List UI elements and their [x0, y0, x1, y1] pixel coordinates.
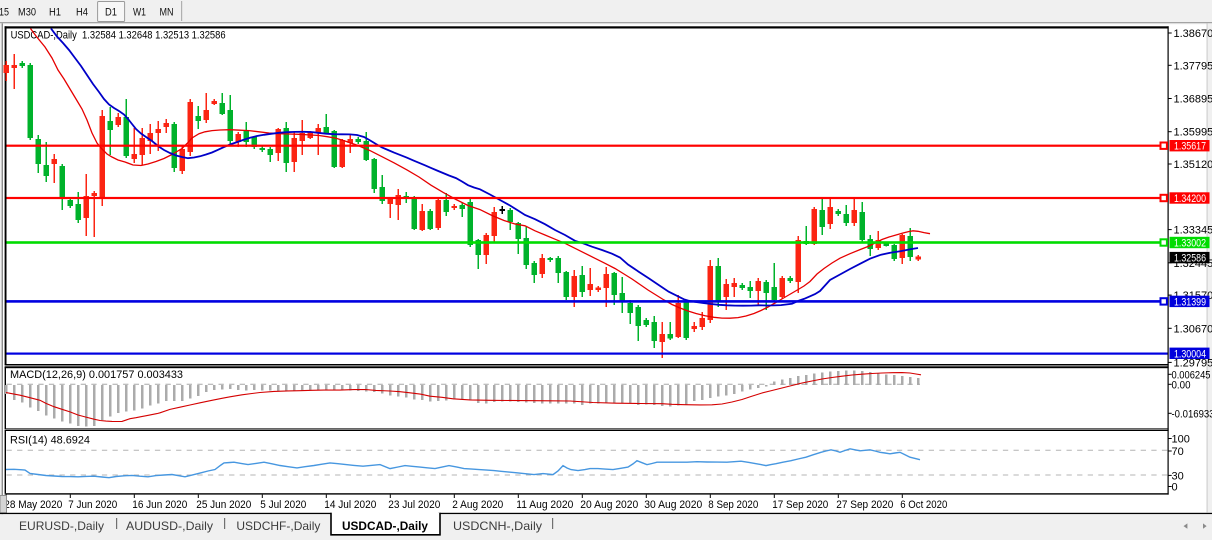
- svg-text:0: 0: [1172, 482, 1178, 494]
- svg-text:16 Jun 2020: 16 Jun 2020: [132, 499, 187, 511]
- svg-text:AUDUSD-,Daily: AUDUSD-,Daily: [126, 519, 213, 533]
- svg-text:0.006245: 0.006245: [1172, 369, 1211, 381]
- svg-text:28 May 2020: 28 May 2020: [4, 499, 62, 511]
- svg-text:14 Jul 2020: 14 Jul 2020: [324, 499, 376, 511]
- svg-text:USDCNH-,Daily: USDCNH-,Daily: [453, 519, 542, 533]
- svg-text:H1: H1: [49, 7, 61, 19]
- svg-text:D1: D1: [105, 7, 117, 19]
- svg-text:1.35617: 1.35617: [1174, 141, 1206, 153]
- svg-text:1.29795: 1.29795: [1174, 357, 1212, 369]
- svg-text:8 Sep 2020: 8 Sep 2020: [708, 499, 758, 511]
- svg-text:6 Oct 2020: 6 Oct 2020: [900, 499, 947, 511]
- svg-text:20 Aug 2020: 20 Aug 2020: [580, 499, 638, 511]
- svg-text:30: 30: [1172, 470, 1184, 482]
- svg-text:1.35995: 1.35995: [1174, 127, 1212, 139]
- svg-text:RSI(14) 48.6924: RSI(14) 48.6924: [10, 435, 90, 447]
- svg-text:1.31399: 1.31399: [1174, 296, 1206, 308]
- svg-text:1.36895: 1.36895: [1174, 94, 1212, 106]
- svg-text:1.37795: 1.37795: [1174, 60, 1212, 72]
- svg-text:1.33002: 1.33002: [1174, 238, 1206, 250]
- svg-text:100: 100: [1172, 434, 1190, 446]
- svg-text:70: 70: [1172, 446, 1184, 458]
- svg-text:USDCHF-,Daily: USDCHF-,Daily: [236, 519, 320, 533]
- svg-text:1.38670: 1.38670: [1174, 28, 1212, 40]
- svg-text:EURUSD-,Daily: EURUSD-,Daily: [19, 519, 104, 533]
- svg-text:-0.016933: -0.016933: [1172, 408, 1212, 420]
- svg-text:23 Jul 2020: 23 Jul 2020: [388, 499, 440, 511]
- svg-text:USDCAD-,Daily: USDCAD-,Daily: [342, 519, 428, 533]
- svg-text:0.00: 0.00: [1172, 379, 1191, 391]
- svg-text:27 Sep 2020: 27 Sep 2020: [836, 499, 893, 511]
- svg-text:5 Jul 2020: 5 Jul 2020: [260, 499, 306, 511]
- svg-text:1.32586: 1.32586: [1174, 253, 1206, 265]
- svg-text:2 Aug 2020: 2 Aug 2020: [452, 499, 503, 511]
- svg-text:30 Aug 2020: 30 Aug 2020: [644, 499, 702, 511]
- svg-text:25 Jun 2020: 25 Jun 2020: [196, 499, 251, 511]
- svg-text:1.35120: 1.35120: [1174, 159, 1212, 171]
- svg-text:17 Sep 2020: 17 Sep 2020: [772, 499, 828, 511]
- svg-text:1.33345: 1.33345: [1174, 225, 1212, 237]
- svg-text:15: 15: [0, 7, 9, 19]
- svg-text:M30: M30: [18, 7, 36, 19]
- svg-text:MN: MN: [160, 7, 174, 19]
- svg-text:7 Jun 2020: 7 Jun 2020: [68, 499, 117, 511]
- svg-text:H4: H4: [76, 7, 88, 19]
- svg-text:1.34200: 1.34200: [1174, 193, 1206, 205]
- svg-text:USDCAD-,Daily 1.32584 1.32648: USDCAD-,Daily 1.32584 1.32648 1.32513 1.…: [11, 30, 226, 42]
- svg-text:1.30670: 1.30670: [1174, 323, 1212, 335]
- svg-text:W1: W1: [133, 7, 146, 19]
- svg-text:1.30004: 1.30004: [1174, 348, 1206, 360]
- svg-text:MACD(12,26,9) 0.001757 0.00343: MACD(12,26,9) 0.001757 0.003433: [10, 369, 183, 381]
- svg-text:11 Aug 2020: 11 Aug 2020: [516, 499, 573, 511]
